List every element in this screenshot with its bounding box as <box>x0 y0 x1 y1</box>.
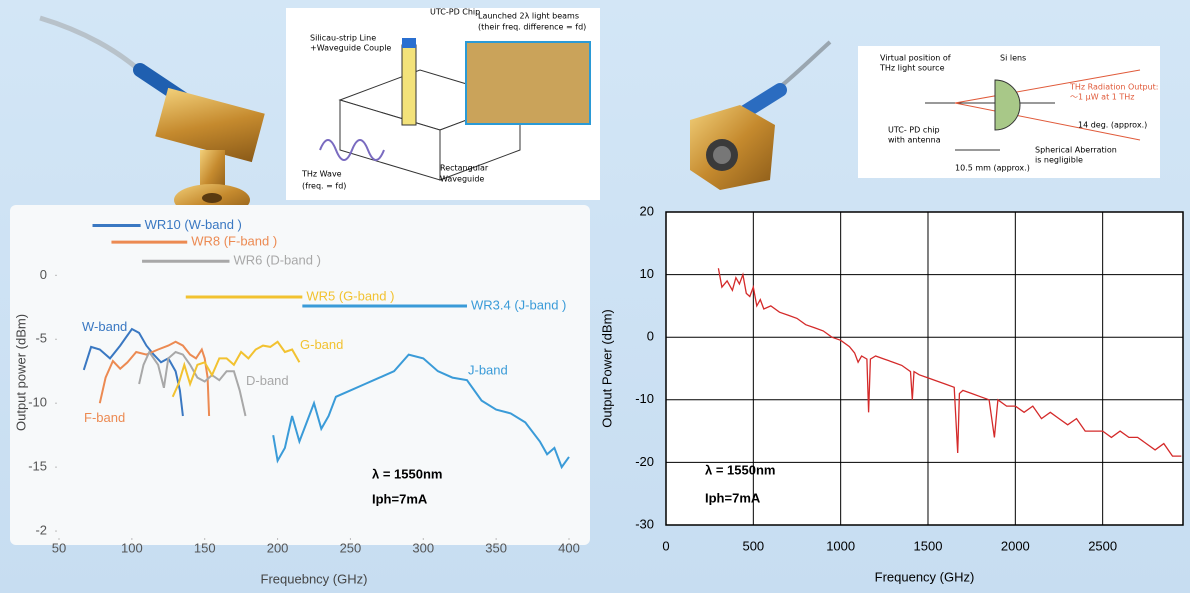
x-tick-label: 100 <box>121 540 143 555</box>
series-line <box>171 340 301 398</box>
diagram-label: THz light source <box>879 64 945 73</box>
x-tick-label: 250 <box>340 540 362 555</box>
diagram-label: Rectangular <box>440 164 489 173</box>
series-line <box>98 340 211 417</box>
annotation: λ = 1550nm <box>372 466 442 481</box>
diagram-label: UTC- PD chip <box>888 126 940 135</box>
annotation: Iph=7mA <box>705 490 761 505</box>
y-tick-label: -30 <box>635 516 654 531</box>
series-line <box>82 327 184 417</box>
y-tick-label: 10 <box>640 266 654 281</box>
x-tick-label: 50 <box>52 540 66 555</box>
y-axis-label: Output power (dBm) <box>13 314 28 431</box>
diagram-label: UTC-PD Chip <box>430 8 480 17</box>
x-tick-label: 500 <box>742 538 764 553</box>
right-chart-frame <box>666 212 1183 525</box>
y-tick-label: -2 <box>35 522 47 537</box>
diagram-label: Launched 2λ light beams <box>478 12 579 21</box>
diagram-label: Virtual position of <box>880 54 951 63</box>
series-line <box>138 349 247 417</box>
diagram-lens: Virtual position of THz light source Si … <box>858 46 1160 178</box>
y-tick-label: 20 <box>640 203 654 218</box>
x-tick-label: 2500 <box>1088 538 1117 553</box>
x-axis-label: Frequency (GHz) <box>875 569 975 584</box>
x-tick-label: 300 <box>412 540 434 555</box>
plot-border <box>665 211 1184 526</box>
x-tick-label: 2000 <box>1001 538 1030 553</box>
x-tick-label: 350 <box>485 540 507 555</box>
diagram-label: Waveguide <box>440 175 484 184</box>
band-range-label: WR3.4 (J-band ) <box>471 297 566 312</box>
series-label: F-band <box>84 410 125 425</box>
diagram-label: is negligible <box>1035 156 1083 165</box>
x-tick-label: 1500 <box>914 538 943 553</box>
x-tick-label: 200 <box>267 540 289 555</box>
y-tick-label: -10 <box>635 391 654 406</box>
series-label: D-band <box>246 373 289 388</box>
x-tick-label: 150 <box>194 540 216 555</box>
diagram-label: Silicau-strip Line <box>310 34 376 43</box>
left-chart-frame <box>10 205 590 545</box>
photo-packaged-module <box>690 40 832 190</box>
annotation: λ = 1550nm <box>705 462 775 477</box>
y-axis-label: Output Power (dBm) <box>599 309 614 428</box>
band-range-label: WR10 (W-band ) <box>145 217 242 232</box>
series-label: W-band <box>82 319 127 334</box>
diagram-label: (their freq. difference = fd) <box>478 23 586 32</box>
diagram-waveguide: UTC-PD Chip Silicau-strip Line +Waveguid… <box>286 8 600 200</box>
y-tick-label: -10 <box>28 395 47 410</box>
diagram-label: 10.5 mm (approx.) <box>955 164 1030 173</box>
y-tick-label: -20 <box>635 454 654 469</box>
diagram-label: Si lens <box>1000 54 1026 63</box>
diagram-label: (freq. = fd) <box>302 182 346 191</box>
diagram-label: THz Wave <box>301 170 342 179</box>
x-tick-label: 1000 <box>826 538 855 553</box>
diagram-label: THz Radiation Output: <box>1069 83 1158 92</box>
series-label: G-band <box>300 337 343 352</box>
series-label: J-band <box>468 363 508 378</box>
y-tick-label: 0 <box>647 329 654 344</box>
diagram-label: 14 deg. (approx.) <box>1078 121 1147 130</box>
diagram-label: ～1 μW at 1 THz <box>1070 93 1135 102</box>
annotation: Iph=7mA <box>372 491 428 506</box>
y-tick-label: -15 <box>28 459 47 474</box>
band-range-label: WR6 (D-band ) <box>233 253 320 268</box>
band-range-label: WR8 (F-band ) <box>191 234 277 249</box>
x-tick-label: 0 <box>662 538 669 553</box>
diagram-label: +Waveguide Couple <box>310 44 391 53</box>
series-line <box>272 353 570 470</box>
x-axis-label: Frequebncy (GHz) <box>261 571 368 586</box>
y-tick-label: -5 <box>35 331 47 346</box>
x-tick-label: 400 <box>558 540 580 555</box>
y-tick-label: 0 <box>40 267 47 282</box>
diagram-label: Spherical Aberration <box>1035 146 1117 155</box>
series-line <box>717 268 1182 457</box>
band-range-label: WR5 (G-band ) <box>306 288 394 303</box>
diagram-label: with antenna <box>888 136 941 145</box>
